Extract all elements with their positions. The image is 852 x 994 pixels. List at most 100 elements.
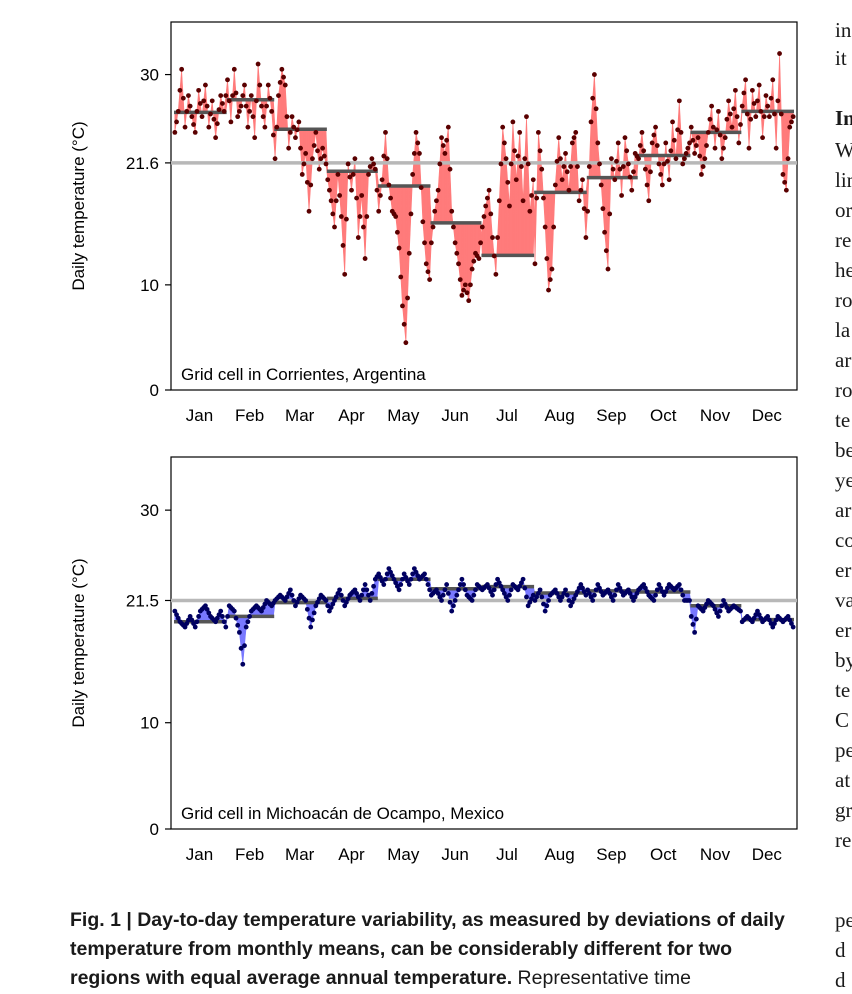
daily-point [693, 616, 699, 622]
daily-point [242, 643, 247, 649]
daily-point [231, 608, 237, 614]
daily-point [777, 51, 782, 56]
x-tick-label-may: May [387, 845, 420, 864]
x-tick-label-sep: Sep [596, 845, 626, 864]
daily-point [568, 164, 574, 169]
daily-point [549, 266, 555, 272]
daily-point [461, 582, 467, 587]
daily-point [787, 124, 793, 130]
daily-point [366, 172, 371, 177]
daily-point [344, 216, 349, 222]
daily-point [287, 587, 293, 593]
daily-point [583, 235, 589, 240]
daily-point [462, 282, 468, 288]
daily-point [615, 140, 621, 146]
daily-point [721, 145, 726, 151]
daily-point [180, 95, 186, 101]
daily-point [705, 130, 711, 135]
daily-point [608, 156, 614, 162]
y-axis-label: Daily temperature (°C) [69, 558, 88, 727]
daily-point [466, 298, 472, 304]
daily-point [220, 101, 225, 106]
daily-point [377, 193, 383, 198]
y-tick-label: 10 [140, 276, 159, 295]
daily-point [586, 164, 592, 169]
daily-point [564, 169, 570, 175]
daily-point [479, 224, 485, 230]
daily-point [612, 177, 618, 183]
daily-point [766, 114, 772, 120]
daily-point [310, 617, 315, 623]
daily-point [228, 119, 234, 125]
daily-point [520, 576, 526, 582]
daily-point [276, 93, 281, 98]
daily-point [763, 93, 769, 98]
daily-point [668, 148, 674, 154]
daily-point [330, 211, 336, 217]
daily-point [522, 585, 528, 591]
daily-point [461, 287, 467, 293]
adjacent-column-line: at [835, 768, 851, 792]
daily-point [406, 582, 412, 587]
daily-point [201, 98, 207, 104]
daily-point [192, 624, 198, 630]
daily-point [245, 619, 251, 625]
daily-point [175, 108, 181, 114]
daily-point [211, 116, 217, 122]
daily-point [303, 598, 309, 603]
daily-point [238, 645, 244, 651]
daily-point [383, 130, 388, 135]
daily-point [561, 164, 567, 169]
daily-point [454, 592, 460, 598]
daily-point [775, 98, 781, 104]
daily-point [320, 145, 326, 151]
daily-point [731, 106, 737, 112]
daily-point [642, 166, 648, 172]
daily-point [590, 95, 596, 101]
daily-point [252, 135, 258, 141]
daily-point [437, 161, 443, 167]
daily-point [507, 592, 512, 598]
daily-point [765, 103, 771, 109]
daily-point [510, 119, 516, 125]
daily-point [473, 587, 478, 593]
daily-point [619, 193, 624, 198]
daily-point [530, 177, 536, 183]
adjacent-column-line: er [835, 618, 852, 642]
daily-point [274, 124, 280, 130]
adjacent-column-line: be [835, 438, 852, 462]
daily-point [367, 598, 373, 603]
daily-point [683, 151, 689, 156]
daily-point [717, 608, 723, 614]
daily-point [372, 166, 378, 172]
daily-point [335, 172, 341, 177]
daily-point [478, 240, 484, 246]
daily-point [714, 127, 720, 133]
y-axis-label: Daily temperature (°C) [69, 121, 88, 290]
daily-point [702, 156, 708, 162]
daily-point [439, 598, 444, 603]
daily-point [355, 235, 361, 240]
daily-point [323, 161, 329, 167]
daily-point [349, 187, 354, 193]
caption-lead: Fig. 1 | Day-to-day temperature variabil… [70, 909, 785, 989]
daily-point [184, 108, 190, 114]
daily-point [444, 582, 450, 587]
daily-point [525, 161, 531, 167]
daily-point [782, 179, 788, 185]
adjacent-column-line: la [835, 318, 851, 342]
panel-annotation: Grid cell in Michoacán de Ocampo, Mexico [181, 804, 504, 823]
daily-point [381, 153, 387, 159]
daily-point [364, 587, 370, 593]
daily-point [673, 156, 679, 162]
daily-point [225, 614, 230, 619]
daily-point [484, 195, 490, 201]
daily-point [371, 161, 376, 167]
daily-point [544, 256, 550, 261]
y-tick-label: 10 [140, 714, 159, 733]
daily-point [451, 224, 456, 230]
daily-point [327, 187, 332, 193]
daily-point [603, 248, 609, 254]
x-tick-label-jan: Jan [186, 845, 213, 864]
daily-point [532, 261, 538, 267]
